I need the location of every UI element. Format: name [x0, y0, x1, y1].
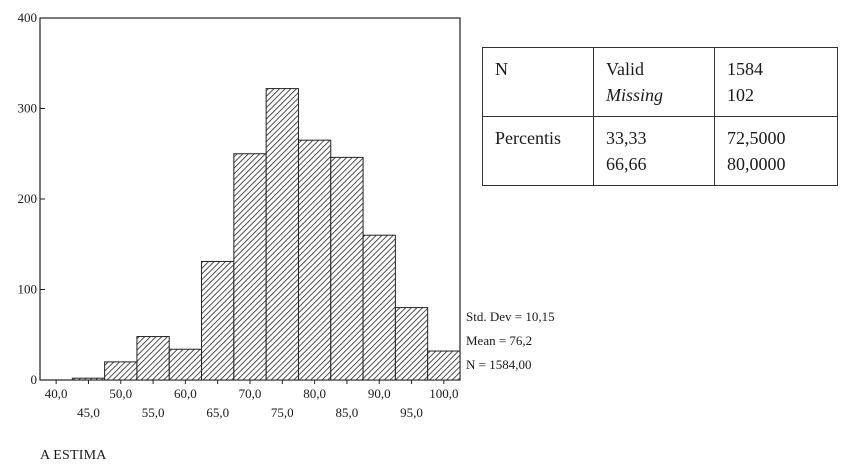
row-values-n: 1584 102	[714, 47, 838, 117]
histogram-bar	[104, 361, 138, 381]
y-tick-label: 400	[18, 10, 38, 25]
n-label: N = 1584,00	[466, 357, 531, 372]
sub-p66: 66,66	[606, 154, 647, 174]
histogram-bar	[427, 350, 461, 381]
sub-p33: 33,33	[606, 128, 647, 148]
value-p33: 72,5000	[727, 128, 786, 148]
histogram-bar	[297, 139, 332, 381]
x-tick-label: 60,0	[174, 386, 197, 401]
value-valid: 1584	[727, 59, 763, 79]
x-tick-label: 45,0	[77, 405, 100, 420]
sub-missing: Missing	[606, 85, 664, 105]
row-sub-percentis: 33,33 66,66	[593, 116, 715, 186]
x-tick-label: 85,0	[336, 405, 359, 420]
y-tick-label: 0	[31, 372, 38, 387]
x-tick-label: 55,0	[142, 405, 165, 420]
mean-label: Mean = 76,2	[466, 333, 532, 348]
table-row: N Valid Missing 1584 102	[482, 47, 838, 117]
x-tick-label: 40,0	[45, 386, 68, 401]
x-tick-label: 70,0	[239, 386, 262, 401]
histogram-bar	[362, 234, 396, 381]
row-sub-n: Valid Missing	[593, 47, 715, 117]
x-tick-label: 100,0	[429, 386, 458, 401]
histogram-bar	[136, 336, 170, 381]
row-values-percentis: 72,5000 80,0000	[714, 116, 838, 186]
x-tick-label: 90,0	[368, 386, 391, 401]
table-row: Percentis 33,33 66,66 72,5000 80,0000	[482, 116, 838, 186]
y-tick-label: 100	[18, 282, 38, 297]
x-tick-label: 50,0	[109, 386, 132, 401]
histogram-bar	[394, 307, 429, 381]
row-label-n: N	[482, 47, 594, 117]
x-axis-label: A ESTIMA	[40, 448, 107, 463]
histogram-bar	[201, 260, 235, 381]
histogram-bar	[330, 156, 364, 381]
histogram-bar	[168, 348, 203, 381]
sub-valid: Valid	[606, 59, 644, 79]
y-tick-label: 300	[18, 101, 38, 116]
histogram-bar	[265, 88, 299, 381]
row-label-percentis: Percentis	[482, 116, 594, 186]
y-tick-label: 200	[18, 191, 38, 206]
x-tick-label: 95,0	[400, 405, 423, 420]
statistics-table: N Valid Missing 1584 102 Percentis 33,33…	[482, 47, 838, 186]
histogram-bar	[71, 377, 106, 381]
value-p66: 80,0000	[727, 154, 786, 174]
x-tick-label: 75,0	[271, 405, 294, 420]
histogram-bar	[233, 153, 267, 381]
value-missing: 102	[727, 85, 754, 105]
std-dev-label: Std. Dev = 10,15	[466, 309, 555, 324]
x-tick-label: 65,0	[206, 405, 229, 420]
x-tick-label: 80,0	[303, 386, 326, 401]
